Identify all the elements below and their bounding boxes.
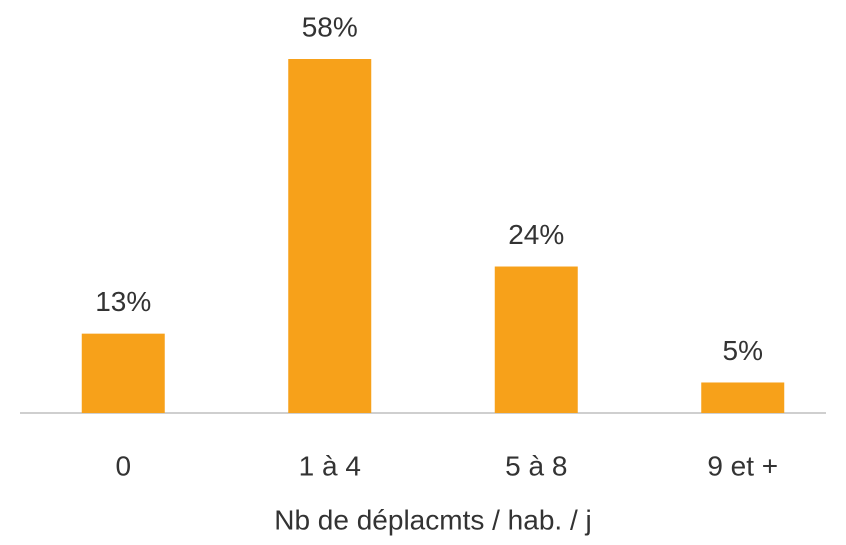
x-tick-label: 5 à 8 (505, 450, 567, 481)
x-tick-label: 0 (115, 450, 131, 481)
x-axis-label: Nb de déplacmts / hab. / j (274, 504, 592, 535)
bar (701, 382, 785, 413)
x-tick-label: 1 à 4 (299, 450, 361, 481)
bar (81, 333, 165, 413)
bar (288, 59, 372, 413)
bar (494, 266, 578, 413)
value-label: 58% (302, 11, 358, 42)
value-label: 24% (508, 219, 564, 250)
value-label: 5% (723, 335, 763, 366)
x-tick-label: 9 et + (707, 450, 778, 481)
value-label: 13% (95, 286, 151, 317)
